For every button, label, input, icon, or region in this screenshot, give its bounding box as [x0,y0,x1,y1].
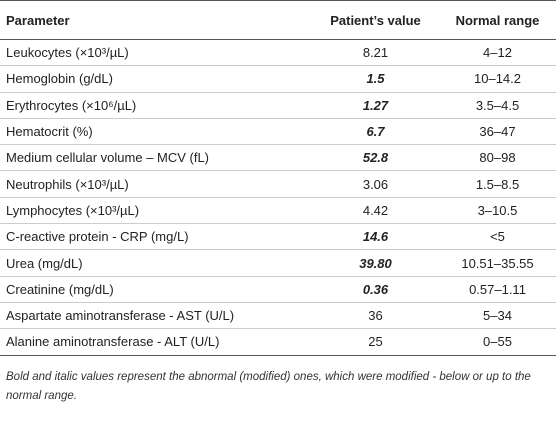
header-cell: Normal range [439,0,556,40]
table-row: Hemoglobin (g/dL) 1.5 10–14.2 [0,65,556,93]
value-cell: 1.27 [312,92,439,119]
table-row: Aspartate aminotransferase - AST (U/L) 36… [0,302,556,330]
table-row: Neutrophils (×10³/µL) 3.06 1.5–8.5 [0,170,556,198]
parameter-cell: Creatinine (mg/dL) [0,276,312,303]
table-row: Erythrocytes (×10⁶/µL) 1.27 3.5–4.5 [0,92,556,119]
parameter-cell: Lymphocytes (×10³/µL) [0,197,312,225]
table-row: Lymphocytes (×10³/µL) 4.42 3–10.5 [0,197,556,225]
range-cell: 4–12 [439,39,556,67]
header-cell: Patient’s value [312,0,439,40]
parameter-cell: Alanine aminotransferase - ALT (U/L) [0,328,312,356]
table-row: Creatinine (mg/dL) 0.36 0.57–1.11 [0,276,556,303]
range-cell: 36–47 [439,118,556,146]
value-cell: 1.5 [312,65,439,93]
range-cell: 80–98 [439,144,556,172]
range-cell: 0.57–1.11 [439,276,556,303]
value-cell: 36 [312,302,439,330]
table-header: Parameter Patient’s value Normal range [0,0,556,40]
header-row: Parameter Patient’s value Normal range [0,0,556,40]
range-cell: 5–34 [439,302,556,330]
table-row: Hematocrit (%) 6.7 36–47 [0,118,556,146]
table-row: Alanine aminotransferase - ALT (U/L) 25 0–… [0,328,556,356]
range-cell: 1.5–8.5 [439,170,556,198]
lab-table: Parameter Patient’s value Normal range L… [0,0,556,356]
parameter-cell: C-reactive protein - CRP (mg/L) [0,223,312,251]
value-cell: 3.06 [312,170,439,198]
table-row: Leukocytes (×10³/µL) 8.21 4–12 [0,39,556,67]
parameter-cell: Hematocrit (%) [0,118,312,146]
value-cell: 25 [312,328,439,356]
value-cell: 14.6 [312,223,439,251]
table-row: Medium cellular volume – MCV (fL) 52.8 80–… [0,144,556,172]
parameter-cell: Aspartate aminotransferase - AST (U/L) [0,302,312,330]
parameter-cell: Erythrocytes (×10⁶/µL) [0,92,312,119]
range-cell: 10.51–35.55 [439,249,556,277]
header-cell: Parameter [0,0,312,40]
footnote: Bold and italic values represent the abn… [6,370,531,402]
table-row: C-reactive protein - CRP (mg/L) 14.6 <5 [0,223,556,251]
value-cell: 39.80 [312,249,439,277]
range-cell: <5 [439,223,556,251]
table-row: Urea (mg/dL) 39.80 10.51–35.55 [0,249,556,277]
value-cell: 52.8 [312,144,439,172]
range-cell: 0–55 [439,328,556,356]
value-cell: 4.42 [312,197,439,225]
range-cell: 3.5–4.5 [439,92,556,119]
value-cell: 8.21 [312,39,439,67]
value-cell: 0.36 [312,276,439,303]
range-cell: 10–14.2 [439,65,556,93]
range-cell: 3–10.5 [439,197,556,225]
parameter-cell: Leukocytes (×10³/µL) [0,39,312,67]
value-cell: 6.7 [312,118,439,146]
parameter-cell: Urea (mg/dL) [0,249,312,277]
table-body: Leukocytes (×10³/µL) 8.21 4–12 Hemoglobin (… [0,39,556,356]
parameter-cell: Medium cellular volume – MCV (fL) [0,144,312,172]
parameter-cell: Hemoglobin (g/dL) [0,65,312,93]
parameter-cell: Neutrophils (×10³/µL) [0,170,312,198]
